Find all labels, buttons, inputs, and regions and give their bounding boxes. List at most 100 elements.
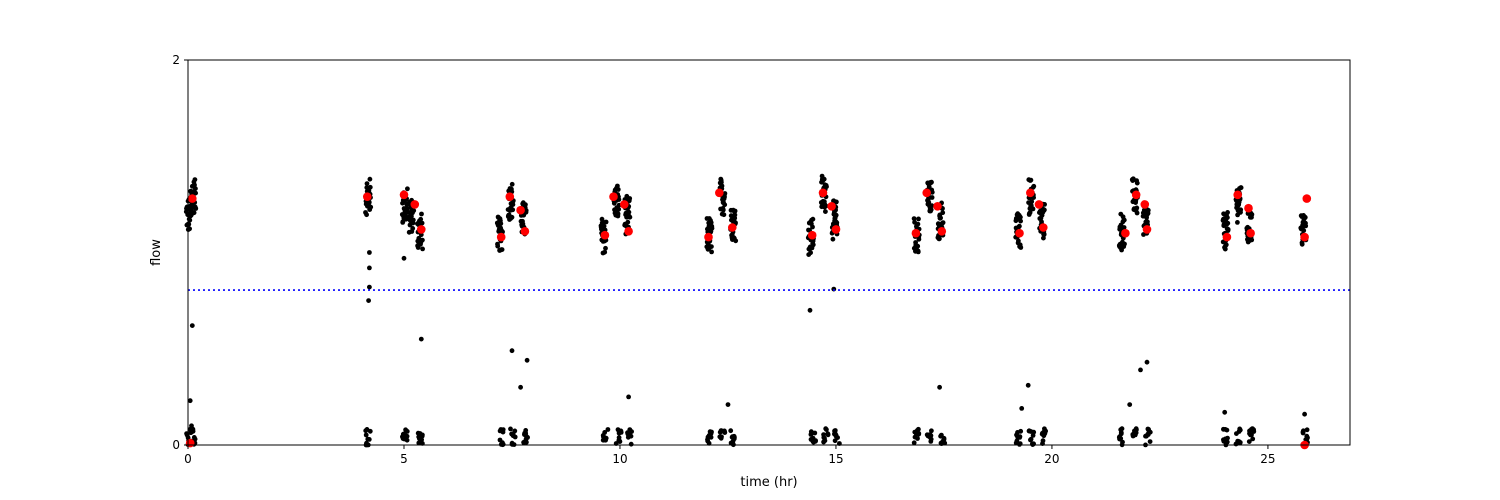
sample-point bbox=[1131, 431, 1137, 437]
sample-point bbox=[1147, 439, 1153, 444]
sample-point bbox=[915, 221, 921, 227]
sample-point bbox=[833, 432, 839, 438]
sample-point bbox=[830, 236, 836, 242]
sample-point bbox=[821, 435, 827, 440]
x-tick-label: 0 bbox=[184, 452, 192, 466]
sample-point bbox=[605, 427, 611, 432]
sample-point bbox=[193, 186, 198, 192]
sample-point bbox=[1305, 435, 1310, 441]
sample-point bbox=[1238, 207, 1244, 213]
sample-point bbox=[924, 432, 930, 438]
sample-point bbox=[523, 433, 529, 439]
sample-point bbox=[709, 249, 714, 255]
mean-point bbox=[937, 227, 947, 236]
sample-point bbox=[824, 427, 829, 432]
sample-point bbox=[1042, 207, 1047, 213]
sample-point bbox=[825, 431, 831, 437]
sample-point bbox=[495, 243, 501, 249]
sample-point bbox=[518, 384, 523, 390]
sample-point bbox=[497, 437, 503, 443]
sample-point bbox=[366, 200, 372, 205]
mean-point bbox=[624, 227, 633, 236]
sample-point bbox=[821, 439, 826, 445]
sample-point bbox=[1016, 238, 1021, 244]
sample-point bbox=[628, 433, 634, 439]
sample-point bbox=[367, 284, 372, 290]
sample-point bbox=[808, 429, 814, 435]
sample-point bbox=[722, 202, 728, 208]
sample-point bbox=[717, 429, 723, 435]
sample-point bbox=[1246, 439, 1252, 444]
sample-point bbox=[1121, 217, 1127, 223]
sample-point bbox=[1299, 241, 1305, 247]
sample-point bbox=[732, 212, 738, 218]
sample-point bbox=[1041, 232, 1047, 237]
sample-point bbox=[1134, 180, 1140, 186]
sample-point bbox=[404, 437, 410, 443]
sample-point bbox=[410, 226, 416, 231]
sample-point bbox=[509, 181, 515, 187]
sample-point bbox=[628, 441, 634, 447]
sample-point bbox=[192, 182, 197, 188]
mean-point bbox=[1015, 228, 1024, 238]
sample-point bbox=[523, 208, 529, 213]
sample-point bbox=[1138, 367, 1143, 373]
sample-point bbox=[365, 436, 371, 442]
sample-point bbox=[189, 323, 195, 328]
sample-point bbox=[1225, 227, 1231, 232]
sample-point bbox=[419, 211, 424, 217]
sample-point bbox=[1235, 220, 1240, 225]
sample-point bbox=[1031, 429, 1037, 435]
sample-point bbox=[366, 298, 371, 303]
mean-point bbox=[715, 188, 724, 198]
sample-point bbox=[602, 430, 608, 435]
sample-point bbox=[499, 247, 505, 253]
mean-point bbox=[1121, 228, 1130, 238]
sample-point bbox=[187, 398, 193, 404]
sample-point bbox=[709, 244, 714, 250]
sample-point bbox=[1017, 442, 1022, 447]
sample-point bbox=[722, 194, 727, 200]
sample-point bbox=[938, 215, 943, 221]
y-axis-label: flow bbox=[149, 239, 164, 266]
sample-point bbox=[1121, 225, 1127, 230]
sample-point bbox=[725, 402, 731, 407]
sample-point bbox=[833, 212, 839, 218]
plot-area bbox=[183, 173, 1350, 450]
plot-frame bbox=[187, 59, 1351, 446]
sample-point bbox=[509, 441, 515, 447]
sample-point bbox=[192, 177, 198, 183]
sample-point bbox=[911, 216, 917, 222]
sample-point bbox=[1144, 359, 1150, 365]
sample-point bbox=[401, 255, 407, 261]
sample-point bbox=[811, 439, 816, 445]
sample-point bbox=[625, 219, 631, 225]
sample-point bbox=[627, 196, 633, 201]
sample-point bbox=[719, 434, 724, 440]
sample-point bbox=[938, 440, 944, 446]
sample-point bbox=[929, 428, 934, 434]
sample-point bbox=[191, 210, 197, 216]
sample-point bbox=[1303, 223, 1309, 229]
mean-point bbox=[911, 228, 921, 238]
mean-point bbox=[185, 438, 195, 448]
sample-point bbox=[510, 202, 516, 208]
sample-point bbox=[405, 186, 410, 192]
sample-point bbox=[823, 209, 828, 215]
mean-point bbox=[620, 200, 629, 209]
x-tick-label: 15 bbox=[828, 452, 843, 466]
mean-point bbox=[933, 202, 942, 211]
mean-point bbox=[1222, 232, 1232, 242]
sample-point bbox=[601, 223, 607, 229]
sample-point bbox=[363, 428, 369, 434]
y-tick-label: 2 bbox=[172, 53, 180, 67]
sample-point bbox=[1122, 241, 1127, 247]
mean-point bbox=[1244, 203, 1253, 213]
sample-point bbox=[193, 190, 199, 196]
sample-point bbox=[615, 187, 621, 192]
sample-point bbox=[1018, 245, 1024, 250]
sample-point bbox=[601, 437, 607, 443]
sample-point bbox=[1042, 202, 1047, 207]
sample-point bbox=[1302, 411, 1307, 417]
sample-point bbox=[419, 220, 425, 226]
